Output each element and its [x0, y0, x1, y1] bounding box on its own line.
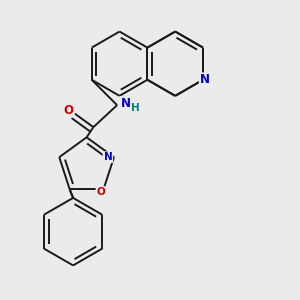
- Text: O: O: [64, 104, 74, 117]
- Text: N: N: [121, 97, 130, 110]
- Text: H: H: [130, 103, 140, 113]
- Text: N: N: [103, 152, 112, 162]
- Text: O: O: [96, 187, 105, 197]
- Text: N: N: [200, 73, 210, 86]
